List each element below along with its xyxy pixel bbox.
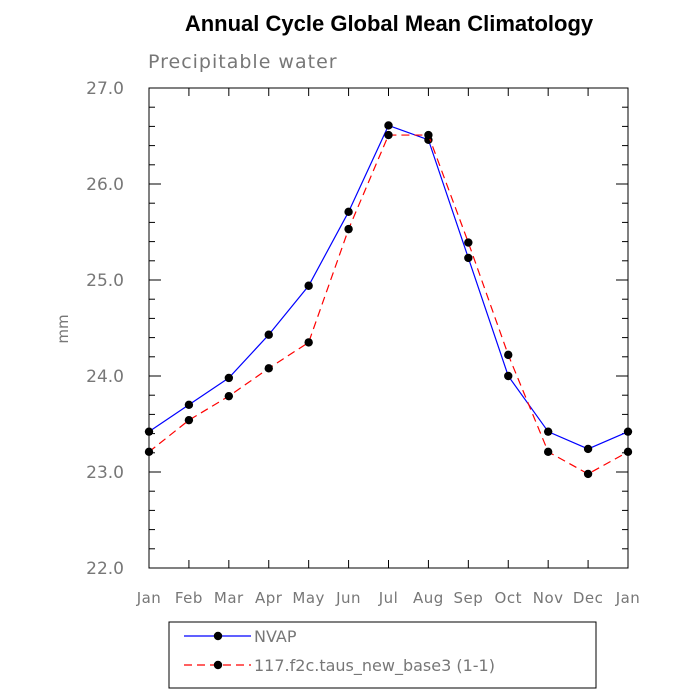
legend-items: NVAP 117.f2c.taus_new_base3 (1-1): [184, 627, 495, 676]
x-tick-label: Oct: [495, 589, 522, 607]
legend-marker: [213, 660, 223, 670]
series-point: [583, 469, 593, 479]
y-tick-labels: 22.0 23.0 24.0 25.0 26.0 27.0: [86, 79, 124, 579]
series-point: [543, 427, 553, 436]
series-point: [344, 207, 353, 217]
tick-marks: [148, 87, 629, 569]
x-tick-labels: Jan Feb Mar Apr May Jun Jul Aug Sep Oct Nov Dec Jan: [136, 589, 641, 607]
x-tick-label: Dec: [573, 589, 604, 607]
x-tick-label: Jan: [615, 589, 641, 607]
series-point: [424, 130, 433, 140]
chart-title: Annual Cycle Global Mean Climatology: [185, 11, 594, 36]
series-point: [304, 338, 313, 347]
series-point: [264, 364, 273, 373]
series-point: [184, 415, 194, 425]
x-tick-label: Apr: [255, 589, 283, 607]
x-tick-label: Mar: [214, 589, 244, 607]
series-point: [543, 447, 553, 457]
series-line: [148, 124, 629, 450]
legend-label: NVAP: [254, 627, 297, 646]
series-point: [583, 444, 593, 454]
series-point: [384, 121, 393, 130]
y-tick-label: 26.0: [86, 175, 124, 195]
x-tick-label: Feb: [175, 589, 203, 607]
x-tick-label: Jan: [136, 589, 162, 607]
series-point: [504, 371, 513, 381]
series-line: [148, 134, 629, 475]
series-point: [144, 427, 154, 436]
series-point: [464, 238, 473, 247]
series-point: [184, 400, 194, 409]
series-lines: [144, 121, 633, 479]
y-tick-label: 22.0: [86, 559, 124, 579]
y-tick-label: 23.0: [86, 463, 124, 483]
y-tick-label: 25.0: [86, 271, 124, 291]
x-tick-label: May: [292, 589, 325, 607]
y-tick-label: 27.0: [86, 79, 124, 99]
legend: NVAP 117.f2c.taus_new_base3 (1-1): [168, 621, 597, 689]
legend-box: [168, 621, 597, 689]
x-tick-label: Jul: [378, 589, 399, 607]
legend-marker: [213, 631, 223, 641]
x-tick-label: Nov: [533, 589, 564, 607]
series-point: [144, 447, 154, 457]
series-point: [224, 373, 234, 383]
chart-subtitle: Precipitable water: [148, 51, 338, 73]
y-axis-label: mm: [54, 314, 72, 343]
series-point: [224, 391, 234, 401]
series-point: [623, 447, 633, 457]
series-point: [623, 427, 633, 436]
plot-frame: [148, 87, 629, 569]
series-point: [264, 330, 273, 339]
series-point: [464, 253, 473, 263]
series-point: [384, 130, 393, 140]
series-point: [344, 224, 353, 234]
x-tick-label: Jun: [335, 589, 361, 607]
legend-label: 117.f2c.taus_new_base3 (1-1): [254, 656, 495, 676]
series-point: [304, 281, 313, 290]
series-point: [504, 350, 513, 360]
y-tick-label: 24.0: [86, 367, 124, 387]
x-tick-label: Aug: [413, 589, 444, 607]
x-tick-label: Sep: [453, 589, 483, 607]
